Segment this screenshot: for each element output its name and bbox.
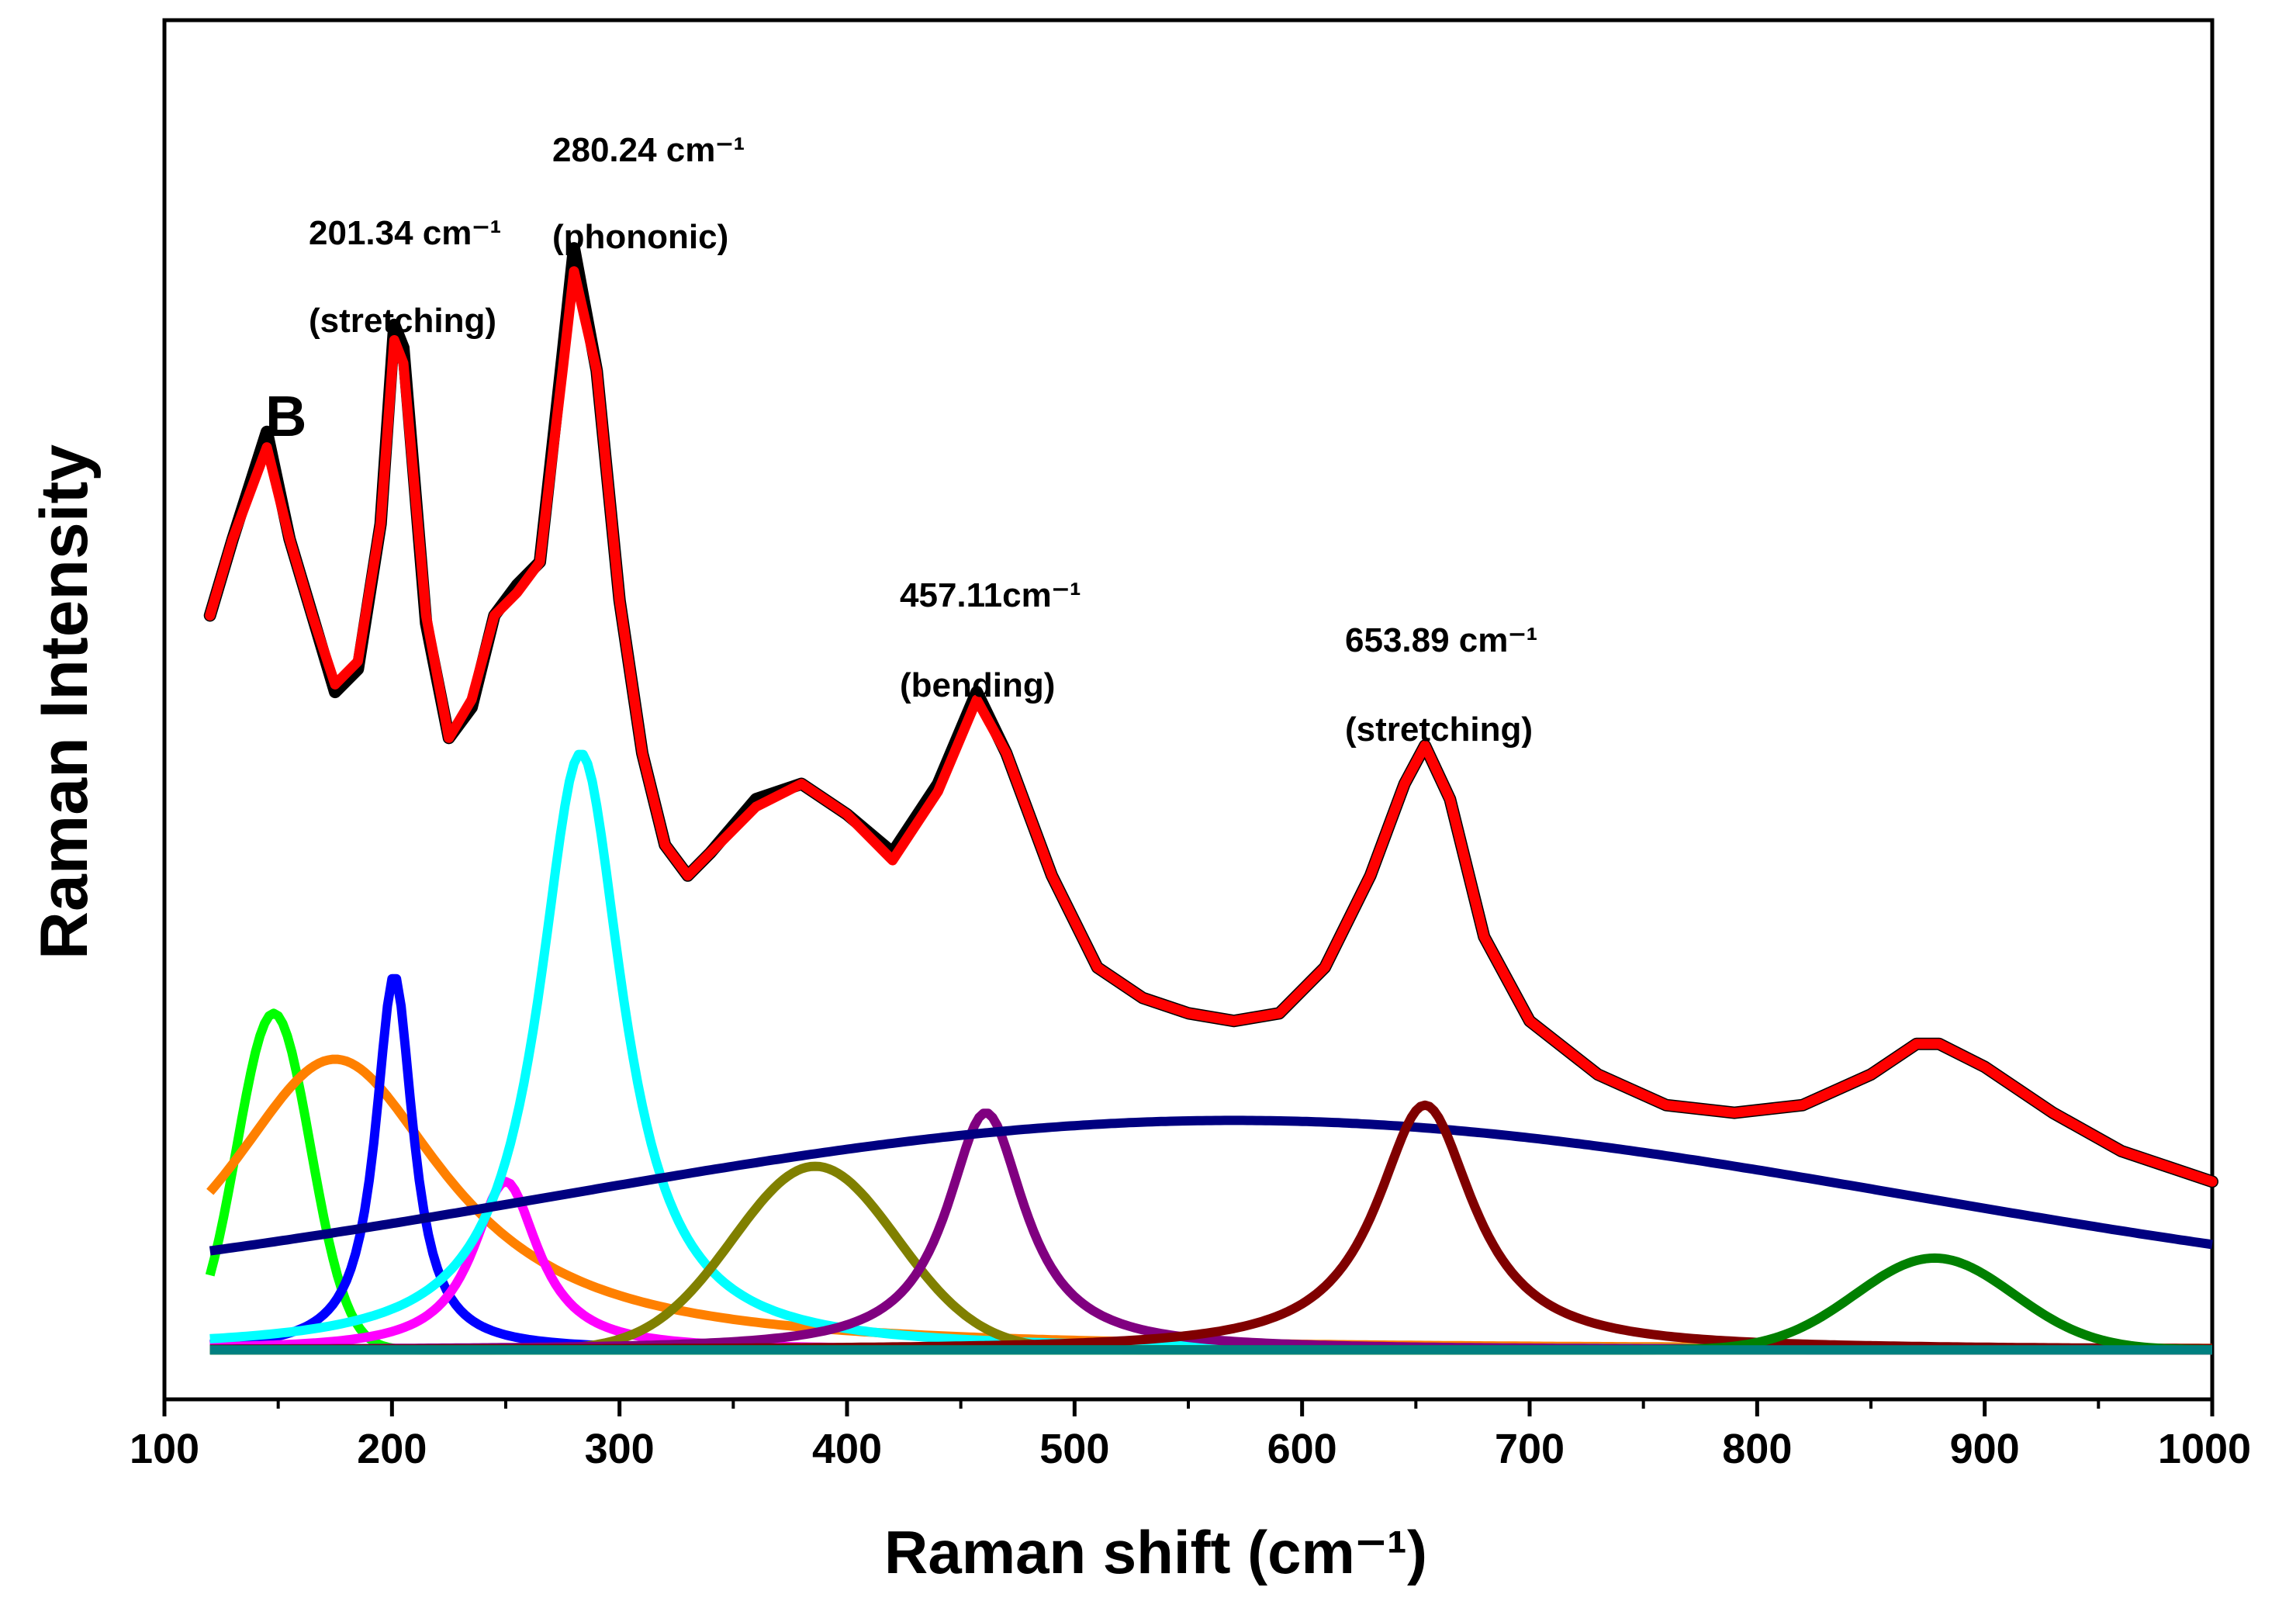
annotation-201-mode: (stretching) [309, 302, 496, 340]
x-tick-label-600: 600 [1267, 1426, 1337, 1472]
x-tick-label-100: 100 [130, 1426, 199, 1472]
x-axis-ticks: 100 200 300 400 500 600 700 800 900 1000 [130, 1399, 2251, 1472]
annotation-457-mode: (bending) [900, 666, 1055, 704]
x-tick-label-500: 500 [1039, 1426, 1109, 1472]
cumulative-fit-line [205, 266, 2218, 1187]
x-tick-label-200: 200 [357, 1426, 427, 1472]
spectrum-series [203, 242, 2218, 1188]
x-tick-label-1000: 1000 [2158, 1426, 2251, 1472]
annotation-201-wavenumber: 201.34 cm⁻¹ [309, 214, 501, 252]
x-tick-label-900: 900 [1950, 1426, 2020, 1472]
x-tick-label-800: 800 [1722, 1426, 1792, 1472]
annotation-280-wavenumber: 280.24 cm⁻¹ [552, 131, 745, 169]
y-axis-title: Raman Intensity [27, 444, 102, 960]
component-curve-3 [209, 973, 2213, 1355]
x-tick-label-300: 300 [585, 1426, 655, 1472]
annotation-280-mode: (phononic) [552, 218, 728, 256]
annotation-457-wavenumber: 457.11cm⁻¹ [900, 576, 1081, 614]
annotation-654-mode: (stretching) [1345, 711, 1533, 749]
component-curve-8 [209, 1115, 2213, 1256]
x-tick-label-400: 400 [812, 1426, 882, 1472]
fit-components [205, 749, 2213, 1355]
x-axis-title: Raman shift (cm⁻¹) [884, 1518, 1427, 1586]
x-tick-label-700: 700 [1495, 1426, 1565, 1472]
annotation-654-wavenumber: 653.89 cm⁻¹ [1345, 621, 1537, 659]
panel-label: B [265, 384, 306, 448]
